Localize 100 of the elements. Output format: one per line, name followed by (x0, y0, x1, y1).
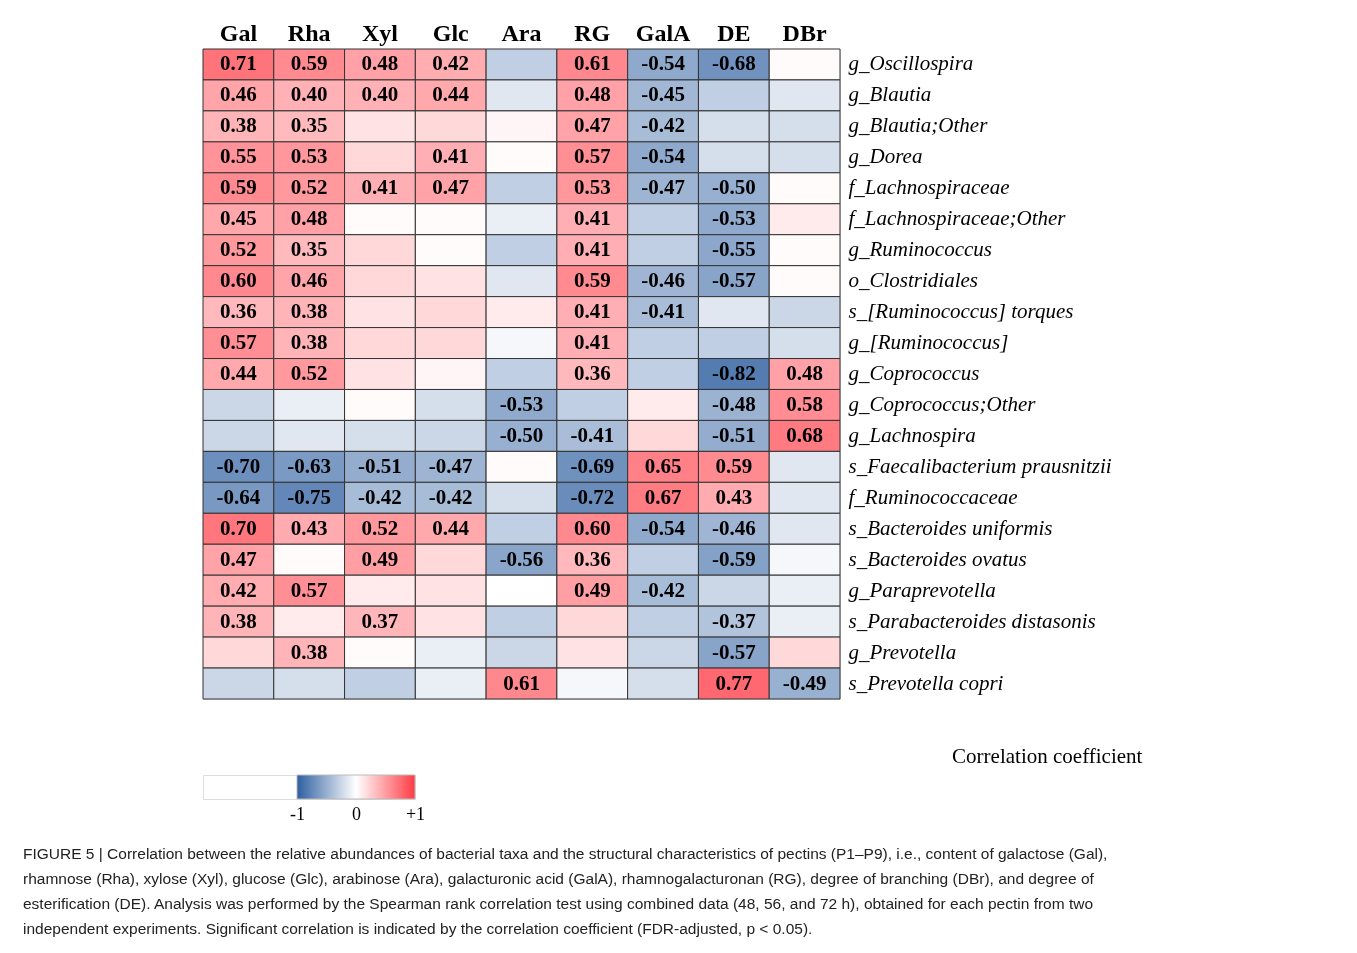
y-tick-label: s_[Ruminococcus] torques (848, 299, 1074, 324)
y-tick-label: g_Paraprevotella (848, 577, 996, 602)
data-label: 0.61 (573, 51, 611, 76)
x-tick-label: GalA (635, 19, 692, 46)
data-label: 0.55 (220, 144, 257, 169)
data-label: -0.69 (570, 453, 615, 478)
data-label: 0.53 (573, 175, 611, 200)
data-label: -0.55 (711, 237, 756, 262)
data-label: 0.48 (290, 206, 328, 231)
data-label: 0.47 (432, 175, 470, 200)
y-tick-label: s_Faecalibacterium prausnitzii (848, 453, 1112, 478)
data-label: -0.48 (711, 391, 756, 416)
data-label: 0.57 (220, 330, 257, 355)
data-label: 0.53 (290, 144, 328, 169)
data-label: 0.38 (290, 330, 328, 355)
x-tick-label: DBr (782, 19, 827, 46)
data-label: 0.49 (573, 577, 611, 602)
data-label: -0.45 (641, 82, 685, 107)
data-label: -0.56 (499, 546, 544, 571)
data-label: -0.70 (216, 453, 261, 478)
data-label: 0.58 (786, 391, 823, 416)
data-label: 0.41 (573, 206, 611, 231)
data-label: 0.61 (503, 670, 540, 695)
data-label: 0.49 (361, 546, 399, 571)
x-tick-label: Xyl (361, 19, 399, 46)
data-label: 0.68 (786, 422, 823, 447)
data-label: 0.52 (290, 361, 328, 385)
data-label: -0.75 (287, 484, 332, 509)
data-label: 0.65 (644, 453, 682, 478)
data-label: 0.77 (715, 670, 753, 695)
data-label: 0.42 (220, 577, 257, 602)
data-label: -0.42 (358, 484, 402, 509)
data-label: 0.45 (220, 206, 257, 231)
data-label: 0.38 (290, 299, 328, 324)
data-label: 0.37 (361, 608, 399, 633)
x-tick-label: RG (574, 19, 611, 46)
data-label: -0.51 (358, 453, 402, 478)
data-label: 0.44 (432, 82, 470, 107)
data-label: 0.44 (432, 515, 470, 540)
data-label: 0.57 (290, 577, 328, 602)
data-label: 0.52 (290, 175, 328, 200)
data-label: 0.38 (220, 113, 257, 138)
data-label: 0.40 (361, 82, 399, 107)
y-tick-label: s_Parabacteroides distasonis (848, 608, 1096, 633)
data-label: 0.59 (573, 268, 611, 293)
data-label: 0.36 (573, 546, 611, 571)
x-tick-label: DE (717, 19, 751, 46)
data-label: 0.52 (220, 237, 257, 262)
y-tick-label: s_Bacteroides uniformis (848, 515, 1053, 540)
y-tick-label: g_Blautia (848, 82, 932, 107)
data-label: 0.59 (290, 51, 328, 76)
data-label: 0.41 (573, 299, 611, 324)
data-label: 0.46 (290, 268, 328, 293)
data-label: -0.47 (428, 453, 473, 478)
data-label: -0.57 (711, 639, 756, 664)
data-label: -0.37 (711, 608, 756, 633)
y-tick-label: s_Bacteroides ovatus (848, 546, 1027, 571)
caption: FIGURE 5 | Correlation between the relative abundances of bacterial taxa and the structural characteristics of pectins (P1–P9), i.e., content of galactose (Gal), rhamnose (Rha), xylose (Xyl), glucose (Glc), arabinose (Ara), galacturonic acid (GalA), rhamnogalacturonan (RG), degree of branching (DBr), and degree of esterification (DE). Analysis was performed by the Spearman rank correlation test using combined data (48, 56, and 72 h), obtained for each pectin from two independent experiments. Significant correlation is indicated by the correlation coefficient (FDR-adjusted, p < 0.05). (23, 845, 1108, 937)
data-label: -0.53 (711, 206, 756, 231)
data-label: -0.63 (287, 453, 332, 478)
data-label: 0.43 (290, 515, 328, 540)
data-label: -0.42 (641, 577, 685, 602)
y-tick-label: g_[Ruminococcus] (848, 330, 1009, 355)
data-label: -0.47 (641, 175, 685, 200)
y-tick-label: g_Oscillospira (848, 51, 974, 76)
data-label: -0.51 (711, 422, 756, 447)
data-label: 0.60 (573, 515, 611, 540)
data-label: 0.57 (573, 144, 611, 169)
data-label: -0.72 (570, 484, 615, 509)
x-tick-label: Ara (501, 19, 542, 46)
data-label: 0.47 (573, 113, 611, 138)
y-tick-label: s_Prevotella copri (848, 670, 1004, 695)
data-label: 0.36 (573, 361, 611, 385)
data-label: -0.42 (641, 113, 685, 138)
color-bar-title: Correlation coefficient (952, 743, 1143, 768)
data-label: 0.71 (220, 51, 257, 76)
y-tick-label: f_Ruminococcaceae (848, 484, 1018, 509)
data-label: 0.70 (220, 515, 257, 540)
data-label: -0.50 (711, 175, 756, 200)
data-label: 0.43 (715, 484, 753, 509)
data-label: 0.44 (220, 361, 258, 385)
data-label: 0.35 (290, 237, 328, 262)
x-tick-label: Rha (287, 19, 331, 46)
data-label: -0.57 (711, 268, 756, 293)
data-label: -0.46 (641, 268, 685, 293)
data-label: 0.46 (220, 82, 257, 107)
x-tick-label: Gal (219, 19, 258, 46)
data-label: -0.68 (711, 51, 756, 76)
y-tick-label: g_Ruminococcus (848, 237, 992, 262)
data-label: -0.49 (782, 670, 827, 695)
data-label: -0.54 (641, 51, 686, 76)
color-bar-label: +1 (405, 803, 426, 824)
data-label: -0.64 (216, 484, 261, 509)
data-label: 0.41 (573, 330, 611, 355)
data-label: -0.50 (499, 422, 544, 447)
data-label: 0.41 (361, 175, 399, 200)
data-label: 0.42 (432, 51, 470, 76)
data-label: 0.59 (715, 453, 753, 478)
data-label: 0.59 (220, 175, 257, 200)
data-label: 0.35 (290, 113, 328, 138)
